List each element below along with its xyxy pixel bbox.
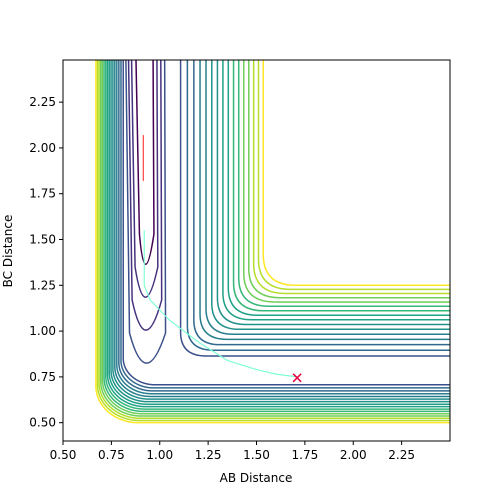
x-tick-label-0: 0.50 [50,448,77,462]
contour-line-18 [96,60,450,422]
x-tick-label-7: 2.25 [388,448,415,462]
x-tick-label-5: 1.75 [292,448,319,462]
contour-line-15 [101,60,450,415]
contour-line-6 [118,60,450,392]
y-tick-label-5: 1.75 [29,187,56,201]
y-tick-label-3: 1.25 [29,278,56,292]
x-tick-label-1: 0.75 [98,448,125,462]
contour-line-4 [122,60,450,386]
contour-line-16 [99,60,450,417]
contour-line-12 [106,60,450,408]
plot-frame [62,59,451,442]
contour-line-1 [130,60,159,298]
contour-lines [95,60,450,424]
contour-line-8 [114,60,450,398]
trajectory-line [143,230,298,378]
contour-line-5 [120,60,450,389]
x-axis-label: AB Distance [220,471,293,485]
trajectory [142,135,302,383]
contour-line-3 [125,60,167,364]
x-tick-label-3: 1.25 [195,448,222,462]
contour-line-17 [98,60,450,420]
y-tick-label-1: 0.75 [29,370,56,384]
end-marker [292,373,302,383]
y-tick-label-2: 1.00 [29,324,56,338]
contour-line-13 [104,60,450,410]
y-tick-label-4: 1.50 [29,233,56,247]
y-tick-label-7: 2.25 [29,95,56,109]
axis-ticks: 0.50 0.75 1.00 1.25 1.50 1.75 2.00 2.25 0.50 0.75… [29,95,415,462]
contour-line-9 [112,60,450,400]
contour-line-0 [135,60,155,265]
y-axis-label: BC Distance [1,215,15,288]
x-tick-label-2: 1.00 [146,448,173,462]
contour-line-14 [103,60,450,413]
contour-line-7 [116,60,450,395]
y-tick-label-0: 0.50 [29,416,56,430]
x-tick-label-4: 1.50 [243,448,270,462]
contour-line-2 [127,60,163,331]
contour-line-11 [108,60,450,405]
y-tick-label-6: 2.00 [29,141,56,155]
x-tick-label-6: 2.00 [340,448,367,462]
contour-line-10 [110,60,450,403]
contour-line-19 [95,60,450,424]
